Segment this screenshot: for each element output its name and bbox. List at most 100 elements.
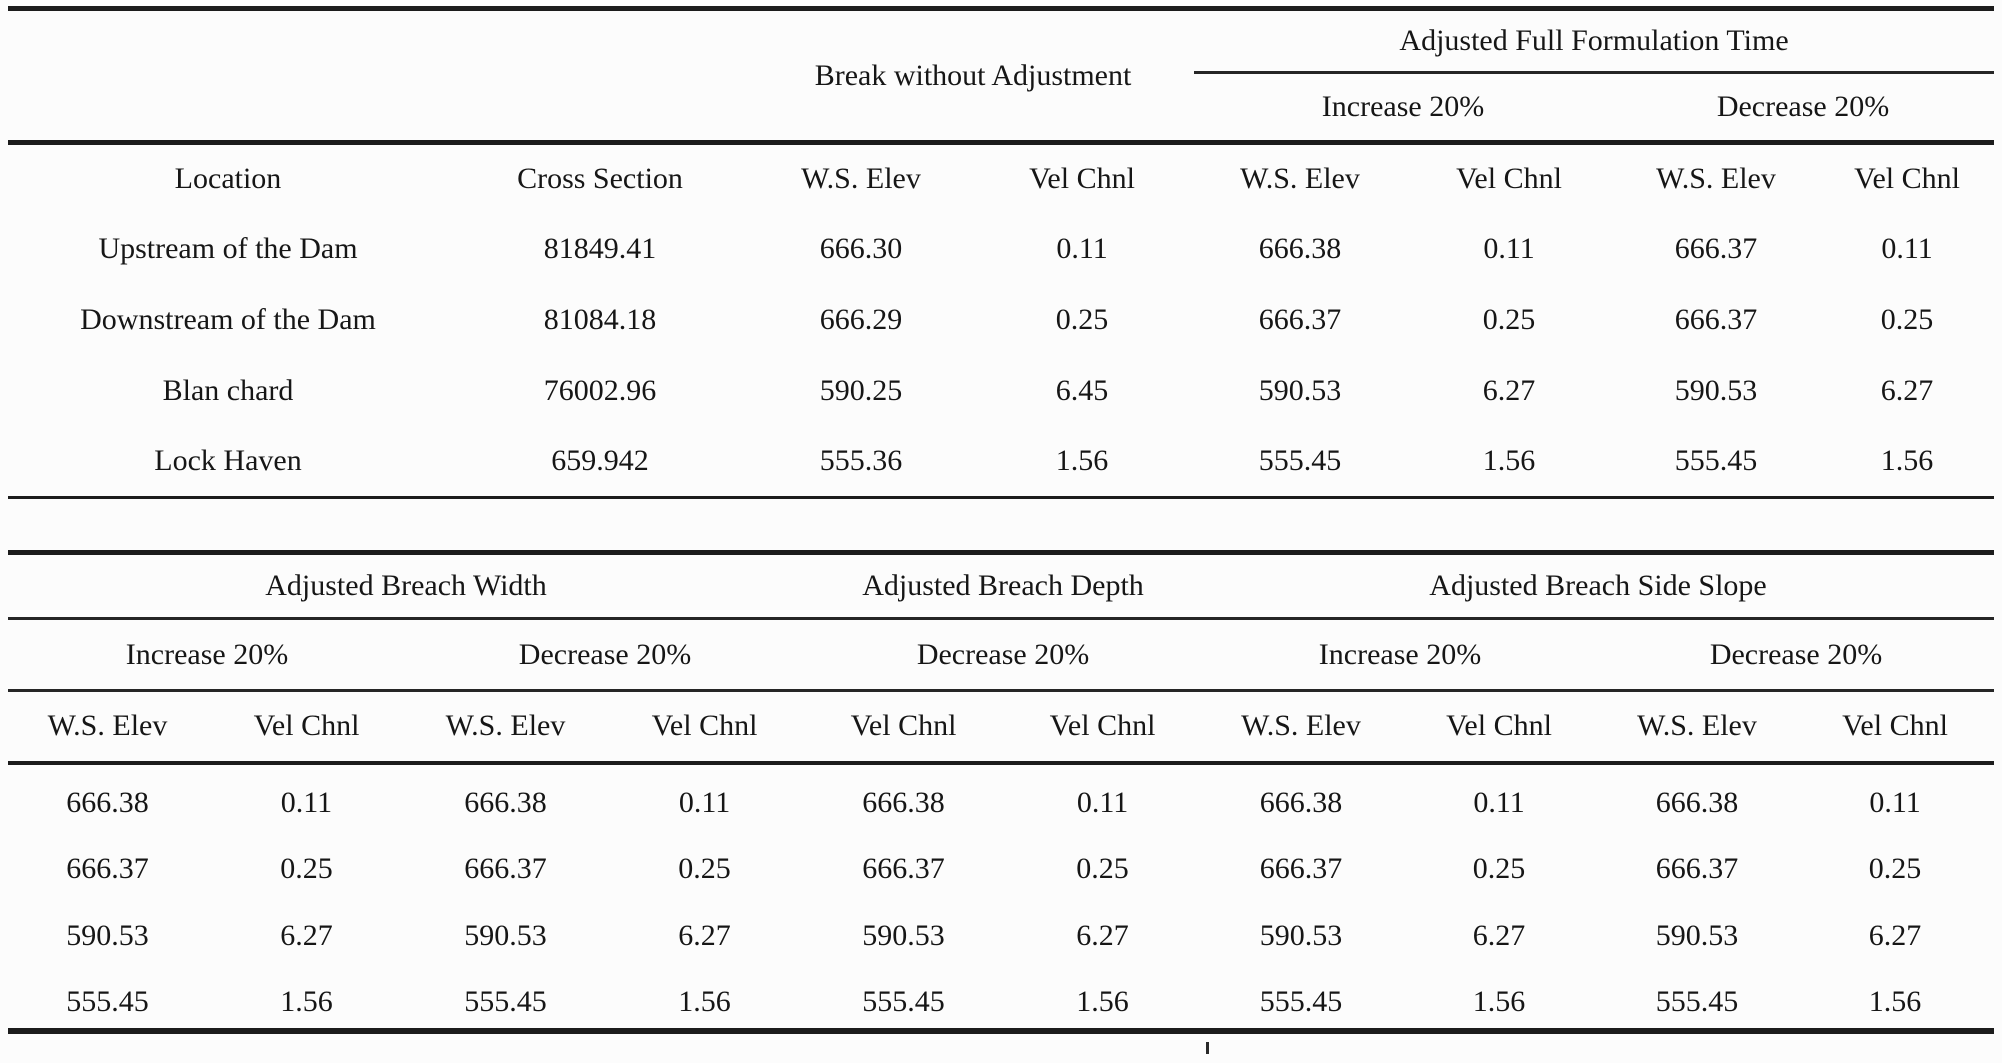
table-cell: 1.56 [1868,984,1922,1018]
t2-group-adjusted-breach-width: Adjusted Breach Width [8,552,805,620]
table-cell: 1.56 [1472,984,1526,1018]
table-cell: 0.11 [1056,232,1108,265]
table-cell: Lock Haven [154,444,302,478]
table-cell: 0.25 [1076,852,1129,885]
table-cell: 1.56 [1880,444,1934,478]
table-cell: 659.942 [551,444,649,478]
table-cell: 590.53 [66,919,149,952]
t2-col-header-vel-chnl: Vel Chnl [605,690,805,765]
t2-subheader-decrease-20: Decrease 20% [1598,618,1995,692]
table-cell: 666.37 [862,852,945,885]
t2-col-header-vel-chnl: Vel Chnl [804,690,1004,765]
table-cell: Upstream of the Dam [98,232,358,265]
t2-row-upstream: 666.38 0.11 666.38 0.11 666.38 0.11 666.… [8,763,1994,830]
t1-row-lock-haven: Lock Haven 659.942 555.36 1.56 555.45 1.… [8,427,1994,498]
table-cell: 590.53 [1259,919,1343,952]
table-cell: 0.11 [1483,232,1535,265]
table-cell: 590.53 [464,919,547,952]
table-cell: 6.45 [1055,374,1109,407]
table-cell: 76002.96 [543,374,657,407]
table-cell: 555.45 [862,984,945,1018]
t1-row-upstream: Upstream of the Dam 81849.41 666.30 0.11… [8,214,1994,285]
table-cell: 555.45 [464,984,547,1018]
table-cell: 0.11 [1869,786,1921,819]
t2-row-downstream: 666.37 0.25 666.37 0.25 666.37 0.25 666.… [8,830,1994,897]
t1-subheader-decrease-20: Decrease 20% [1612,72,1995,145]
table-cell: 666.37 [1258,303,1342,336]
t1-col-header-cross-section: Cross Section [517,162,683,196]
table-cell: 0.11 [1473,786,1525,819]
table-cell: 666.38 [862,786,945,819]
table-cell: 666.38 [1655,786,1739,819]
t2-subheader-decrease-20: Decrease 20% [406,618,805,692]
t1-col-header-vel-chnl: Vel Chnl [1854,162,1960,196]
table-breach-geometry-sensitivity: Adjusted Breach Width Adjusted Breach De… [8,550,1995,1034]
table-cell: 1.56 [1482,444,1536,478]
t1-column-header-row: Location Cross Section W.S. Elev Vel Chn… [8,143,1994,214]
table-cell: 1.56 [280,984,333,1018]
t2-group-adjusted-breach-side-slope: Adjusted Breach Side Slope [1202,552,1995,620]
table-cell: 666.37 [464,852,547,885]
table-cell: 6.27 [1482,374,1536,407]
table-cell: 0.25 [1868,852,1922,885]
t2-group-adjusted-breach-depth: Adjusted Breach Depth [804,552,1203,620]
table-cell: 0.25 [1880,303,1934,336]
table-cell: 6.27 [1472,919,1526,952]
t1-group-break-without-adjustment: Break without Adjustment [752,8,1195,145]
t1-col-header-ws-elev: W.S. Elev [1240,162,1360,196]
t2-col-header-vel-chnl: Vel Chnl [1003,690,1203,765]
table-cell: 666.37 [66,852,149,885]
table-cell: 666.38 [1258,232,1342,265]
table-cell: 0.25 [678,852,731,885]
t2-col-header-ws-elev: W.S. Elev [8,690,207,765]
table-cell: Blan chard [162,374,294,407]
t2-subheader-decrease-20: Decrease 20% [804,618,1203,692]
table-cell: 1.56 [1055,444,1109,478]
t1-subheader-increase-20: Increase 20% [1194,72,1613,145]
t2-column-header-row: W.S. Elev Vel Chnl W.S. Elev Vel Chnl Ve… [8,690,1995,765]
table-cell: 666.37 [1674,232,1758,265]
table-cell: 590.53 [1655,919,1739,952]
table-cell: 0.25 [1472,852,1526,885]
t2-subheader-increase-20: Increase 20% [8,618,406,692]
table-cell: 81849.41 [543,232,657,265]
t1-col-header-location: Location [174,162,282,196]
t1-col-header-vel-chnl: Vel Chnl [1456,162,1562,196]
t1-col-header-vel-chnl: Vel Chnl [1029,162,1135,196]
table-cell: 666.30 [819,232,903,265]
t1-group-adjusted-full-formulation-time: Adjusted Full Formulation Time [1194,8,1995,74]
table-cell: 666.38 [1259,786,1343,819]
table-cell: 555.45 [1258,444,1342,478]
t1-row-downstream: Downstream of the Dam 81084.18 666.29 0.… [8,285,1994,356]
t2-col-header-ws-elev: W.S. Elev [1598,690,1797,765]
table-cell: 666.37 [1674,303,1758,336]
t2-col-header-vel-chnl: Vel Chnl [1400,690,1599,765]
table-cell: 555.45 [1259,984,1343,1018]
table-cell: 0.11 [1076,786,1129,819]
table-cell: 555.36 [819,444,903,478]
table-cell: 0.25 [1055,303,1109,336]
table-cell: 0.25 [280,852,333,885]
table-cell: 555.45 [66,984,149,1018]
table-cell: 6.27 [1880,374,1934,407]
table-cell: 6.27 [280,919,333,952]
table-cell: 0.11 [1881,232,1933,265]
table-cell: 666.37 [1655,852,1739,885]
table-cell: 590.53 [1258,374,1342,407]
t1-empty-header-cell [8,8,752,145]
table-cell: 6.27 [1076,919,1129,952]
table-cell: 590.25 [819,374,903,407]
t1-row-blanchard: Blan chard 76002.96 590.25 6.45 590.53 6… [8,356,1994,427]
table-cell: 1.56 [1076,984,1129,1018]
table-formulation-time-sensitivity: Break without Adjustment Adjusted Full F… [8,6,1995,499]
t2-row-lock-haven: 555.45 1.56 555.45 1.56 555.45 1.56 555.… [8,964,1994,1031]
t2-col-header-ws-elev: W.S. Elev [1202,690,1401,765]
t1-col-header-ws-elev: W.S. Elev [1656,162,1776,196]
table-cell: 6.27 [678,919,731,952]
bottom-rule-tick-artifact [1206,1042,1209,1054]
table-cell: 1.56 [678,984,731,1018]
table-cell: 555.45 [1655,984,1739,1018]
t2-row-blanchard: 590.53 6.27 590.53 6.27 590.53 6.27 590.… [8,897,1994,964]
table-cell: 666.37 [1259,852,1343,885]
